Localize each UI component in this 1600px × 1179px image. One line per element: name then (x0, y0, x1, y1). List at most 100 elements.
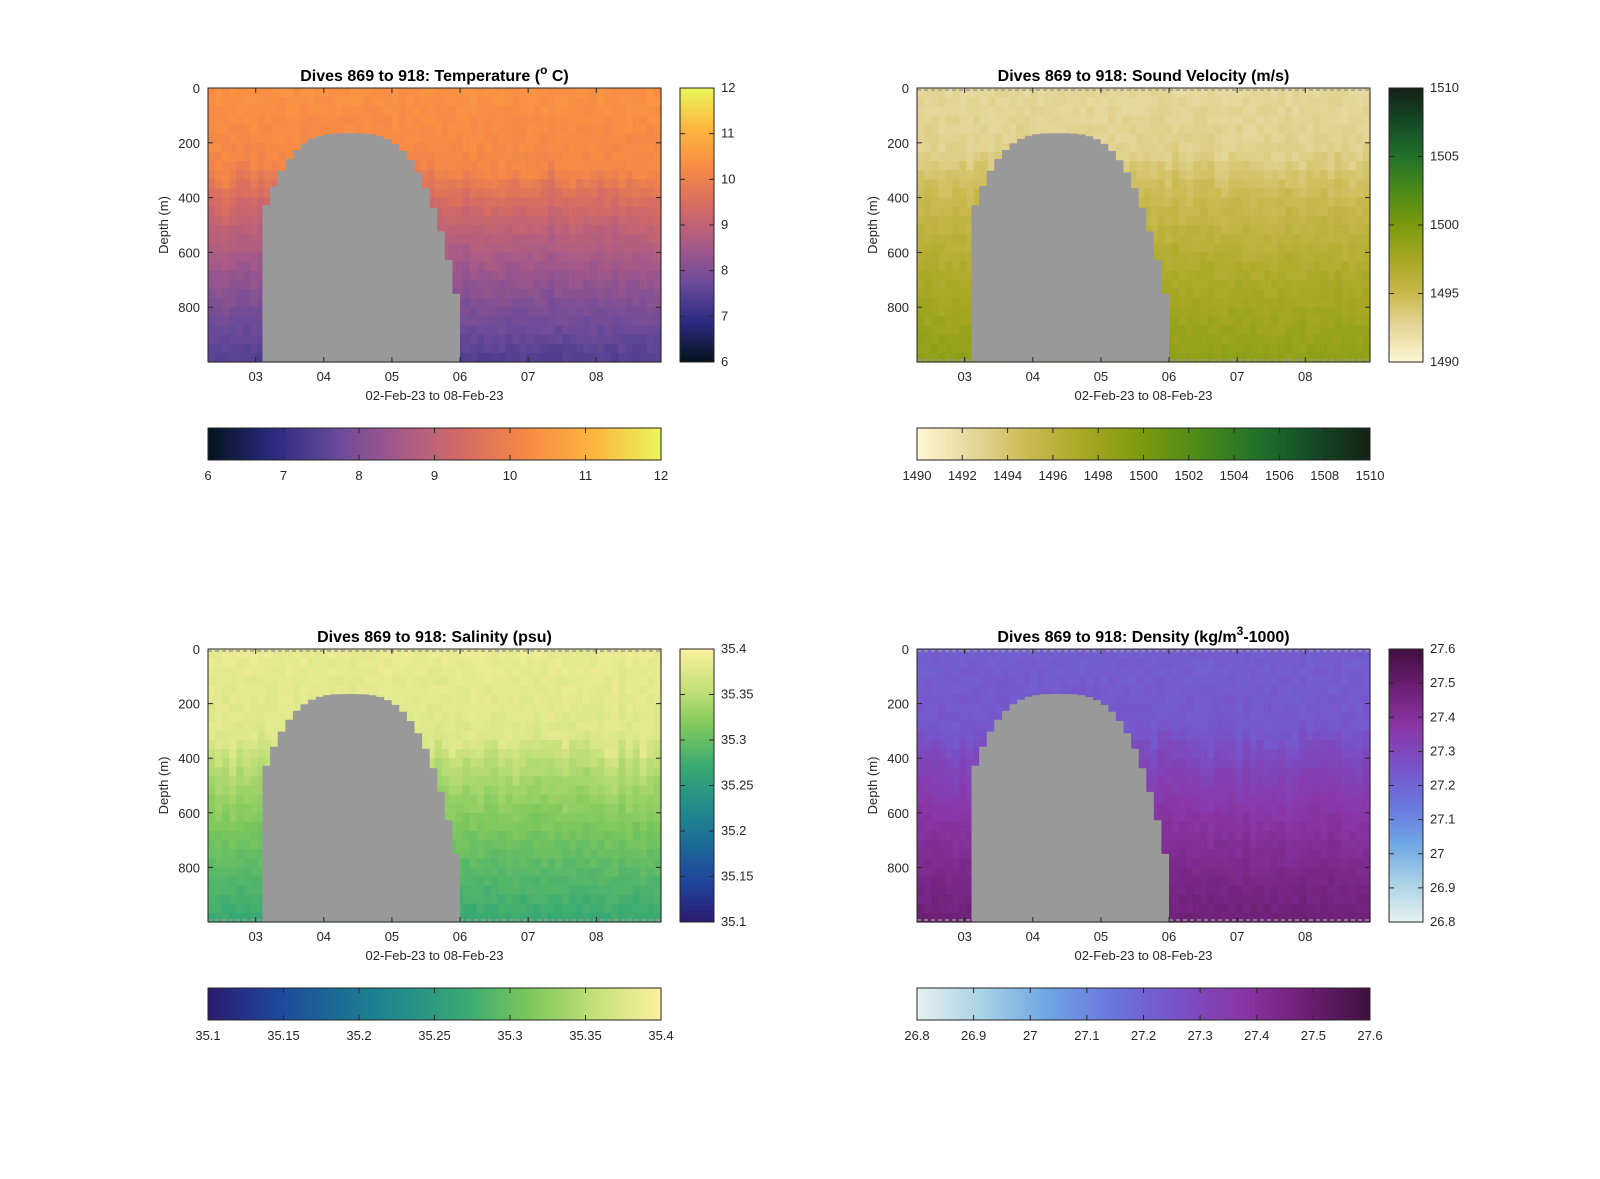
heatmap-cell (441, 215, 450, 226)
y-tick-label: 800 (887, 300, 909, 315)
heatmap-cell (646, 188, 655, 199)
heatmap-cell (271, 170, 280, 180)
heatmap-cell (952, 316, 961, 327)
heatmap-cell (215, 97, 223, 107)
missing-data-region (971, 133, 1169, 362)
heatmap-cell (215, 694, 223, 705)
heatmap-cell (1270, 106, 1279, 116)
heatmap-cell (1299, 270, 1307, 281)
heatmap-cell (561, 88, 570, 98)
heatmap-cell (618, 307, 627, 317)
heatmap-cell (455, 712, 464, 723)
heatmap-cell (576, 334, 584, 345)
heatmap-cell (512, 298, 521, 308)
heatmap-cell (646, 124, 655, 135)
heatmap-cell (1178, 151, 1187, 162)
heatmap-cell (469, 288, 478, 299)
heatmap-cell (349, 106, 358, 116)
heatmap-cell (540, 197, 549, 208)
heatmap-cell (448, 197, 457, 208)
heatmap-cell (1306, 334, 1314, 345)
heatmap-cell (462, 243, 471, 253)
heatmap-cell (1348, 206, 1357, 217)
heatmap-cell (229, 316, 237, 327)
heatmap-cell (264, 142, 273, 153)
heatmap-cell (236, 206, 244, 217)
heatmap-cell (653, 316, 662, 327)
heatmap-cell (271, 97, 280, 107)
heatmap-cell (540, 234, 549, 244)
heatmap-cell (222, 703, 230, 714)
heatmap-cell (597, 97, 605, 107)
heatmap-cell (1214, 188, 1222, 199)
heatmap-cell (1193, 270, 1201, 281)
heatmap-cell (1341, 334, 1350, 345)
heatmap-cell (484, 124, 492, 135)
heatmap-cell (1235, 352, 1244, 363)
heatmap-cell (1200, 325, 1208, 336)
heatmap-cell (604, 334, 613, 345)
heatmap-cell (554, 288, 563, 299)
heatmap-cell (1285, 279, 1293, 290)
heatmap-cell (952, 243, 961, 253)
heatmap-cell (561, 179, 570, 190)
heatmap-cell (1016, 97, 1024, 107)
heatmap-cell (208, 712, 216, 723)
heatmap-cell (1348, 352, 1357, 363)
heatmap-cell (1341, 215, 1350, 226)
heatmap-cell (540, 215, 549, 226)
heatmap-cell (526, 88, 535, 98)
heatmap-cell (1292, 151, 1300, 162)
heatmap-cell (597, 234, 605, 244)
heatmap-cell (590, 215, 598, 226)
heatmap-cell (236, 325, 244, 336)
heatmap-cell (1193, 243, 1201, 253)
heatmap-cell (653, 133, 662, 144)
heatmap-cell (576, 179, 584, 190)
heatmap-cell (434, 97, 443, 107)
heatmap-cell (321, 115, 329, 126)
heatmap-cell (533, 288, 542, 299)
heatmap-cell (1242, 307, 1251, 317)
heatmap-cell (1115, 97, 1123, 107)
heatmap-cell (938, 252, 946, 263)
heatmap-cell (1214, 124, 1222, 135)
heatmap-cell (1108, 88, 1116, 98)
heatmap-cell (931, 225, 939, 235)
heatmap-cell (434, 767, 443, 777)
heatmap-cell (547, 124, 556, 135)
heatmap-cell (1299, 225, 1307, 235)
heatmap-cell (1171, 88, 1180, 98)
heatmap-cell (952, 325, 961, 336)
heatmap-cell (526, 288, 535, 299)
heatmap-cell (1214, 252, 1222, 263)
heatmap-cell (208, 188, 216, 199)
heatmap-cell (455, 685, 464, 696)
heatmap-cell (384, 694, 393, 705)
heatmap-cell (469, 88, 478, 98)
heatmap-cell (243, 316, 252, 327)
heatmap-cell (1122, 106, 1130, 116)
heatmap-cell (243, 894, 252, 905)
heatmap-cell (222, 721, 230, 732)
heatmap-cell (1313, 316, 1322, 327)
heatmap-cell (576, 298, 584, 308)
heatmap-cell (1228, 161, 1237, 171)
heatmap-cell (952, 234, 961, 244)
heatmap-cell (455, 812, 464, 823)
heatmap-cell (639, 97, 648, 107)
heatmap-cell (1235, 142, 1244, 153)
heatmap-cell (924, 270, 932, 281)
heatmap-cell (427, 170, 436, 180)
heatmap-cell (420, 721, 429, 732)
heatmap-cell (1362, 206, 1371, 217)
heatmap-cell (931, 151, 939, 162)
heatmap-cell (462, 252, 471, 263)
heatmap-cell (931, 206, 939, 217)
heatmap-cell (349, 667, 358, 677)
heatmap-cell (243, 197, 252, 208)
heatmap-cell (554, 115, 563, 126)
heatmap-cell (583, 215, 591, 226)
heatmap-cell (307, 694, 315, 705)
heatmap-cell (208, 867, 216, 878)
